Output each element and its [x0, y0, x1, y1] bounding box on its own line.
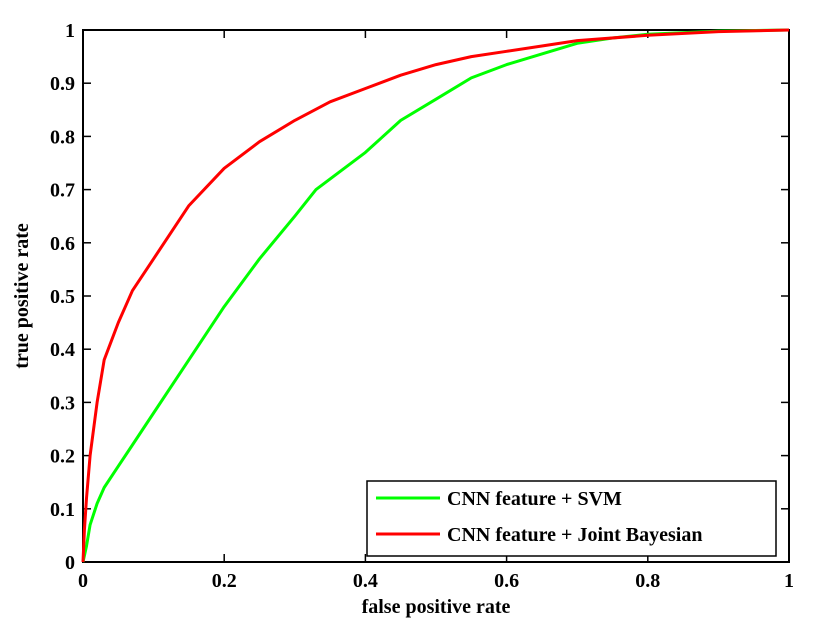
legend-label-joint-bayesian: CNN feature + Joint Bayesian — [447, 524, 702, 546]
y-tick-label: 0.5 — [50, 286, 75, 308]
y-tick-label: 0.3 — [50, 392, 75, 414]
x-tick-label: 0 — [78, 570, 88, 592]
series-line-1 — [81, 28, 790, 563]
y-tick-label: 0.8 — [50, 126, 75, 148]
y-tick-label: 0 — [65, 552, 75, 574]
legend-label-svm: CNN feature + SVM — [447, 488, 622, 510]
y-tick-label: 0.6 — [50, 233, 75, 255]
x-tick-label: 1 — [784, 570, 794, 592]
y-tick-label: 0.1 — [50, 499, 75, 521]
legend: CNN feature + SVM CNN feature + Joint Ba… — [366, 480, 777, 557]
x-tick-label: 0.2 — [212, 570, 237, 592]
y-tick-label: 1 — [65, 20, 75, 42]
plot-area — [82, 29, 790, 563]
x-tick-label: 0.8 — [635, 570, 660, 592]
series-lines — [81, 28, 790, 563]
x-tick-label: 0.4 — [353, 570, 378, 592]
x-axis-title: false positive rate — [362, 596, 511, 618]
x-tick-label: 0.6 — [494, 570, 519, 592]
series-line-0 — [81, 28, 790, 563]
y-axis-title: true positive rate — [11, 223, 33, 369]
y-tick-label: 0.4 — [50, 339, 75, 361]
axis-ticks: 0 0.2 0.4 0.6 0.8 1 0 0.1 0.2 0.3 0.4 0.5 0.6 0.7 0.8 0… — [50, 20, 794, 592]
y-tick-label: 0.9 — [50, 73, 75, 95]
legend-box — [366, 480, 777, 557]
y-tick-label: 0.7 — [50, 180, 75, 202]
y-tick-label: 0.2 — [50, 446, 75, 468]
